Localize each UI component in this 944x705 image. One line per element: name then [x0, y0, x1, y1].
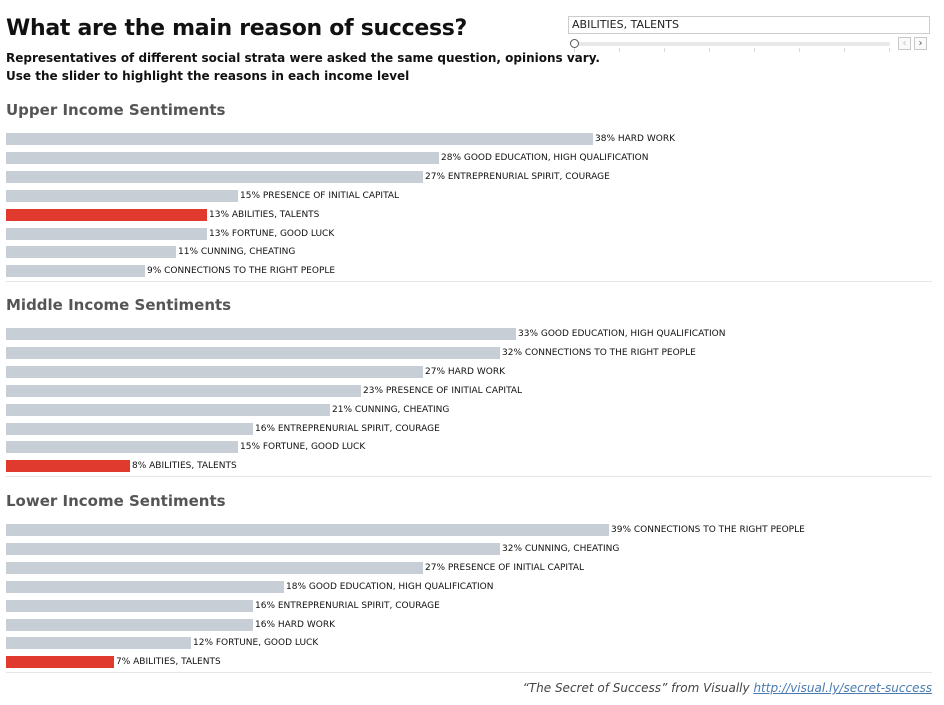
bar-label: 9% CONNECTIONS TO THE RIGHT PEOPLE — [147, 266, 336, 276]
bar-label: 39% CONNECTIONS TO THE RIGHT PEOPLE — [611, 525, 805, 535]
bar-label: 7% ABILITIES, TALENTS — [116, 657, 221, 667]
bar-label: 16% ENTREPRENURIAL SPIRIT, COURAGE — [255, 424, 440, 434]
bar-label: 16% HARD WORK — [255, 620, 335, 630]
slider-tick — [619, 48, 620, 52]
reason-filter-value[interactable]: ABILITIES, TALENTS — [568, 16, 930, 34]
bar[interactable] — [6, 265, 145, 277]
subtitle-line-2: Use the slider to highlight the reasons … — [6, 69, 410, 83]
bar[interactable] — [6, 190, 238, 202]
bar-label: 38% HARD WORK — [595, 134, 675, 144]
slider-tick — [664, 48, 665, 52]
bar-label: 27% HARD WORK — [425, 367, 505, 377]
bar[interactable] — [6, 385, 361, 397]
bar-label: 13% ABILITIES, TALENTS — [209, 210, 320, 220]
bar-label: 27% ENTREPRENURIAL SPIRIT, COURAGE — [425, 172, 610, 182]
bar-label: 15% PRESENCE OF INITIAL CAPITAL — [240, 191, 400, 201]
section-divider — [6, 476, 932, 477]
section-divider — [6, 672, 932, 673]
chevron-left-icon: ‹ — [902, 38, 907, 49]
slider-tick — [844, 48, 845, 52]
slider-prev-button[interactable]: ‹ — [898, 37, 911, 50]
bar-label: 18% GOOD EDUCATION, HIGH QUALIFICATION — [286, 582, 494, 592]
section-divider — [6, 281, 932, 282]
bar[interactable] — [6, 347, 500, 359]
bar[interactable] — [6, 328, 516, 340]
bar-label: 13% FORTUNE, GOOD LUCK — [209, 229, 335, 239]
chart-title: Middle Income Sentiments — [6, 296, 232, 314]
bar-label: 11% CUNNING, CHEATING — [178, 247, 296, 257]
subtitle-line-1: Representatives of different social stra… — [6, 51, 600, 65]
bar[interactable] — [6, 152, 439, 164]
reason-slider-track[interactable] — [574, 42, 890, 46]
chevron-right-icon: › — [918, 38, 923, 49]
slider-tick — [799, 48, 800, 52]
bar[interactable] — [6, 581, 284, 593]
bar[interactable] — [6, 524, 609, 536]
bar[interactable] — [6, 423, 253, 435]
reason-slider-handle[interactable] — [570, 39, 579, 48]
bar-label: 23% PRESENCE OF INITIAL CAPITAL — [363, 386, 523, 396]
slider-tick — [709, 48, 710, 52]
slider-tick — [574, 48, 575, 52]
chart-title: Lower Income Sentiments — [6, 492, 226, 510]
source-link[interactable]: http://visual.ly/secret-success — [753, 681, 932, 695]
slider-tick — [754, 48, 755, 52]
bar[interactable] — [6, 228, 207, 240]
bar[interactable] — [6, 133, 593, 145]
bar[interactable] — [6, 246, 176, 258]
bar[interactable] — [6, 171, 423, 183]
bar[interactable] — [6, 656, 114, 668]
source-credit-text: “The Secret of Success” from Visually — [522, 681, 754, 695]
bar-label: 32% CUNNING, CHEATING — [502, 544, 620, 554]
bar-label: 28% GOOD EDUCATION, HIGH QUALIFICATION — [441, 153, 649, 163]
bar-label: 32% CONNECTIONS TO THE RIGHT PEOPLE — [502, 348, 696, 358]
slider-next-button[interactable]: › — [914, 37, 927, 50]
slider-tick — [889, 48, 890, 52]
bar[interactable] — [6, 209, 207, 221]
page-title: What are the main reason of success? — [6, 16, 468, 41]
bar[interactable] — [6, 441, 238, 453]
bar[interactable] — [6, 637, 191, 649]
bar[interactable] — [6, 543, 500, 555]
chart-title: Upper Income Sentiments — [6, 101, 226, 119]
bar-label: 8% ABILITIES, TALENTS — [132, 461, 237, 471]
bar[interactable] — [6, 619, 253, 631]
bar[interactable] — [6, 366, 423, 378]
bar-label: 21% CUNNING, CHEATING — [332, 405, 450, 415]
source-credit: “The Secret of Success” from Visually ht… — [523, 681, 932, 695]
bar[interactable] — [6, 562, 423, 574]
bar-label: 12% FORTUNE, GOOD LUCK — [193, 638, 319, 648]
bar[interactable] — [6, 600, 253, 612]
bar-label: 15% FORTUNE, GOOD LUCK — [240, 442, 366, 452]
bar[interactable] — [6, 460, 130, 472]
bar-label: 33% GOOD EDUCATION, HIGH QUALIFICATION — [518, 329, 726, 339]
bar-label: 16% ENTREPRENURIAL SPIRIT, COURAGE — [255, 601, 440, 611]
bar[interactable] — [6, 404, 330, 416]
bar-label: 27% PRESENCE OF INITIAL CAPITAL — [425, 563, 585, 573]
